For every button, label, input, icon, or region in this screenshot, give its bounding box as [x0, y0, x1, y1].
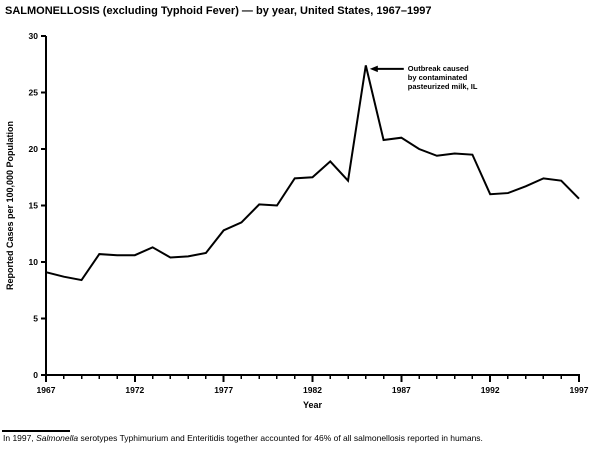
- x-tick-label: 1972: [125, 385, 144, 395]
- annotation-text-line: by contaminated: [408, 73, 468, 82]
- annotation-text-line: pasteurized milk, IL: [408, 82, 478, 91]
- x-tick-label: 1977: [214, 385, 233, 395]
- y-tick-label: 30: [29, 31, 39, 41]
- footnote: In 1997, Salmonella serotypes Typhimuriu…: [3, 433, 483, 443]
- y-tick-label: 15: [29, 201, 39, 211]
- x-tick-label: 1992: [481, 385, 500, 395]
- data-line-salmonellosis: [45, 65, 580, 282]
- y-tick-label: 20: [29, 144, 39, 154]
- footnote-rule: [2, 430, 70, 432]
- x-tick-label: 1987: [392, 385, 411, 395]
- y-tick-label: 10: [29, 257, 39, 267]
- x-axis-label: Year: [303, 400, 323, 410]
- y-tick-label: 0: [33, 370, 38, 380]
- annotation-arrowhead-icon: [369, 65, 378, 73]
- y-tick-label: 5: [33, 314, 38, 324]
- x-tick-label: 1967: [37, 385, 56, 395]
- x-tick-label: 1997: [570, 385, 589, 395]
- y-tick-label: 25: [29, 88, 39, 98]
- footnote-text-start: In 1997,: [3, 433, 37, 443]
- chart-title: SALMONELLOSIS (excluding Typhoid Fever) …: [5, 5, 432, 17]
- annotation-text-line: Outbreak caused: [408, 64, 469, 73]
- footnote-italic-term: Salmonella: [36, 433, 79, 443]
- x-tick-label: 1982: [303, 385, 322, 395]
- footnote-text-end: serotypes Typhimurium and Enteritidis to…: [78, 433, 483, 443]
- y-axis-label: Reported Cases per 100,000 Population: [5, 121, 15, 290]
